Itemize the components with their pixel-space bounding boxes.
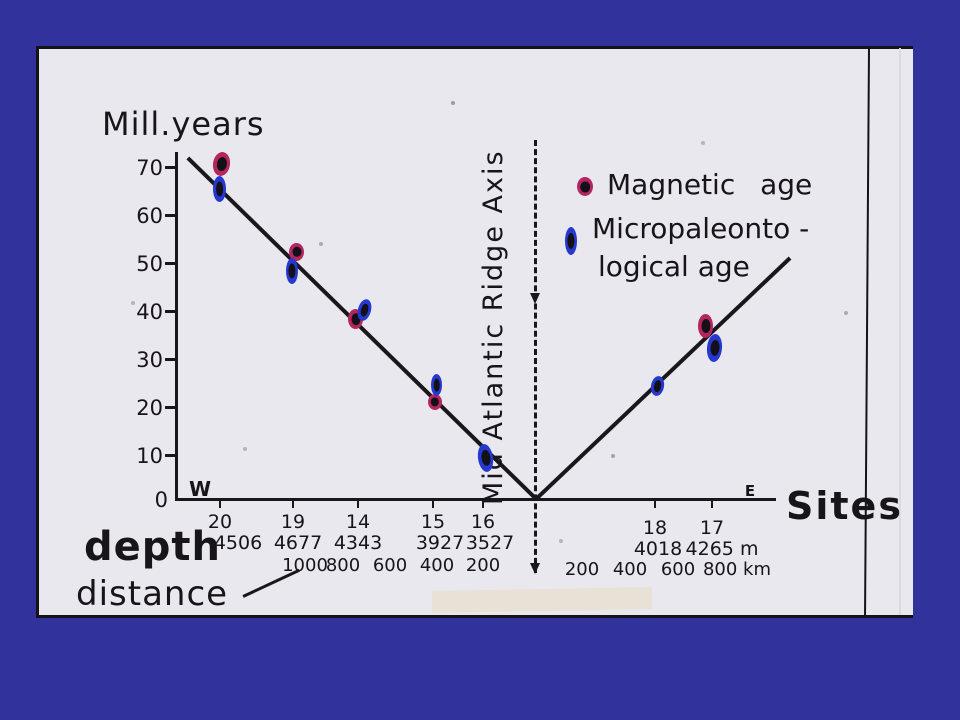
legend-micro-marker-icon xyxy=(565,227,577,255)
distance-west-400: 400 xyxy=(419,555,455,576)
legend-micro-label-line2: logical age xyxy=(598,250,750,283)
paper-crease xyxy=(899,48,901,615)
depth-site18: 4018 xyxy=(633,538,683,560)
point-micro-site19 xyxy=(286,258,298,284)
y-tick-40 xyxy=(165,310,176,313)
distance-east-600: 600 xyxy=(660,559,696,580)
x-tick-site17 xyxy=(711,501,713,508)
depth-axis-label: depth xyxy=(84,524,221,570)
x-tick-site20 xyxy=(219,501,221,508)
y-label-50: 50 xyxy=(136,252,163,276)
point-micro-site20 xyxy=(213,176,226,202)
y-tick-20 xyxy=(165,406,176,409)
depth-site17: 4265 m xyxy=(685,538,759,560)
ridge-axis-label: Mid Atlantic Ridge Axis xyxy=(478,149,509,505)
y-tick-50 xyxy=(165,262,176,265)
y-label-60: 60 xyxy=(136,204,163,228)
site-number-17: 17 xyxy=(699,517,725,539)
point-magnetic-site19 xyxy=(289,243,304,261)
x-tick-site15 xyxy=(432,501,434,508)
y-tick-30 xyxy=(165,358,176,361)
distance-east-800km: 800 km xyxy=(702,559,772,580)
east-label: E xyxy=(744,482,756,500)
x-tick-site14 xyxy=(357,501,359,508)
y-tick-10 xyxy=(165,454,176,457)
legend-magnetic-marker-icon xyxy=(577,177,593,196)
y-label-10: 10 xyxy=(136,444,163,468)
y-tick-60 xyxy=(165,214,176,217)
y-label-40: 40 xyxy=(136,300,163,324)
site-number-16: 16 xyxy=(470,511,496,533)
distance-west-800: 800 xyxy=(325,555,361,576)
x-tick-site18 xyxy=(654,501,656,508)
site-number-15: 15 xyxy=(420,511,446,533)
legend-magnetic-label: Magnetic age xyxy=(607,168,813,201)
legend-micro-label-line1: Micropaleonto - xyxy=(592,212,810,245)
y-label-70: 70 xyxy=(136,156,163,180)
ridge-axis-dashed-line xyxy=(534,140,537,573)
distance-west-600: 600 xyxy=(372,555,408,576)
scanned-figure-paper xyxy=(36,46,913,618)
ridge-axis-arrow-bottom xyxy=(530,563,540,574)
x-axis-line xyxy=(176,498,776,501)
west-label: W xyxy=(188,477,212,501)
point-magnetic-site17 xyxy=(698,314,713,338)
site-number-20: 20 xyxy=(207,511,233,533)
distance-east-400: 400 xyxy=(612,559,648,580)
y-tick-70 xyxy=(165,166,176,169)
sites-label: Sites xyxy=(786,484,903,528)
ridge-axis-arrow-mid xyxy=(530,293,540,304)
y-label-0: 0 xyxy=(154,488,168,512)
scan-specks xyxy=(0,0,2,2)
depth-site19: 4677 xyxy=(273,532,323,554)
depth-site14: 4343 xyxy=(333,532,383,554)
site-number-14: 14 xyxy=(345,511,371,533)
x-tick-site16 xyxy=(482,501,484,508)
point-micro-site15 xyxy=(431,374,442,396)
scan-smudge xyxy=(431,587,653,613)
depth-site15: 3927 xyxy=(415,532,465,554)
site-number-18: 18 xyxy=(642,517,668,539)
distance-west-200: 200 xyxy=(465,555,501,576)
chart-title: Mill.years xyxy=(102,105,265,143)
distance-axis-label: distance xyxy=(76,574,229,614)
y-label-20: 20 xyxy=(136,396,163,420)
site-number-19: 19 xyxy=(280,511,306,533)
y-label-30: 30 xyxy=(136,348,163,372)
x-tick-site19 xyxy=(292,501,294,508)
point-magnetic-site15 xyxy=(428,394,442,410)
depth-site16: 3527 xyxy=(465,532,515,554)
distance-east-200: 200 xyxy=(564,559,600,580)
depth-site20: 4506 xyxy=(213,532,263,554)
y-axis-line xyxy=(175,152,178,501)
